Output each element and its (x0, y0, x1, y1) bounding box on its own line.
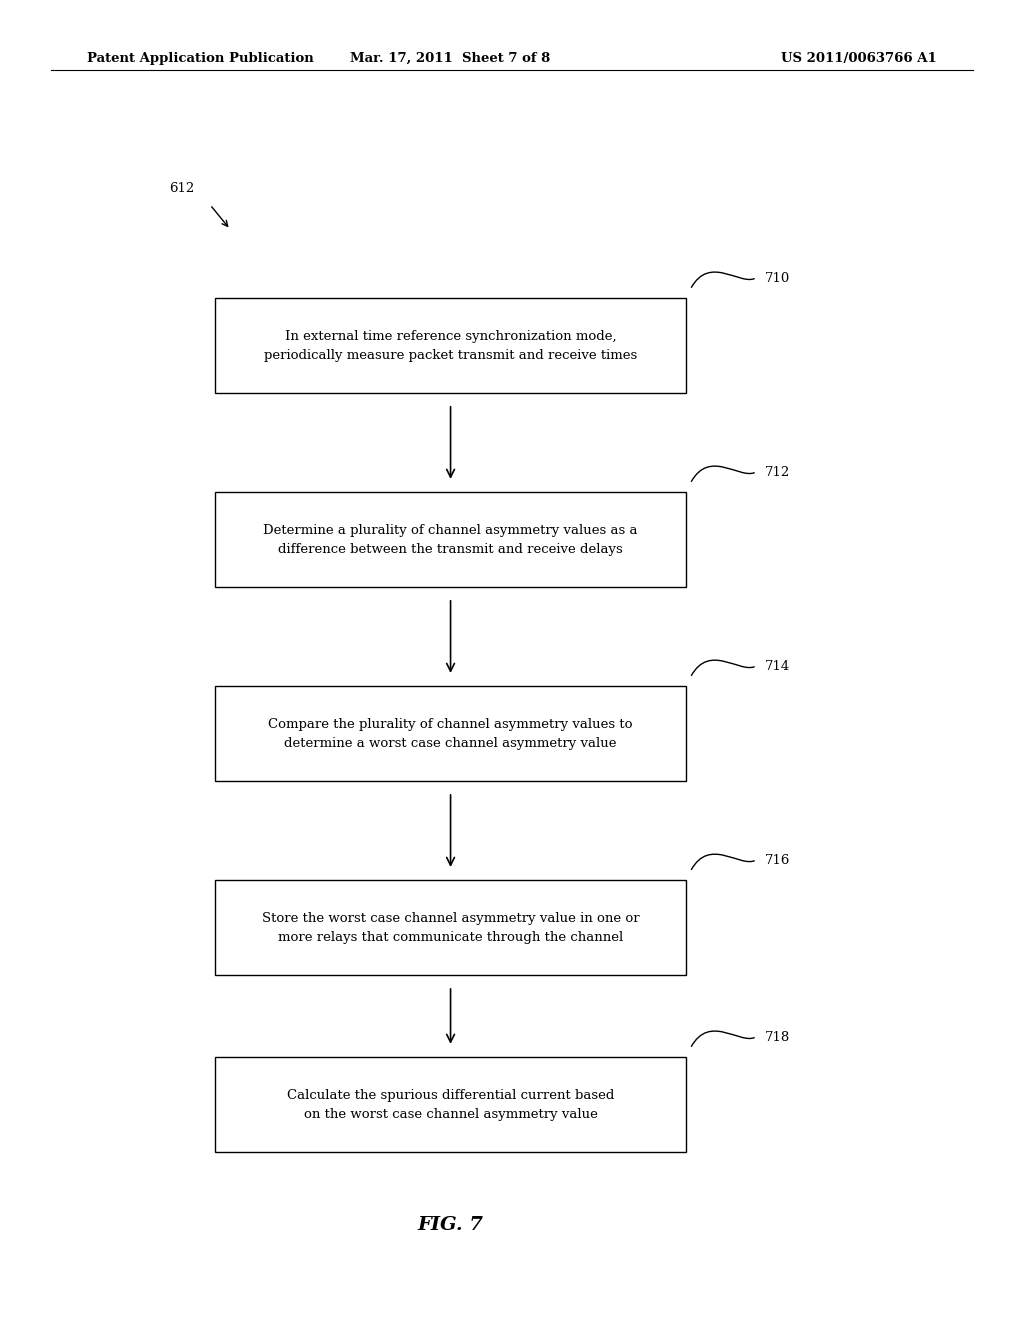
Text: 718: 718 (765, 1031, 791, 1044)
Text: US 2011/0063766 A1: US 2011/0063766 A1 (781, 51, 937, 65)
Text: 710: 710 (765, 272, 791, 285)
Text: FIG. 7: FIG. 7 (418, 1216, 483, 1234)
Text: Mar. 17, 2011  Sheet 7 of 8: Mar. 17, 2011 Sheet 7 of 8 (350, 51, 551, 65)
FancyBboxPatch shape (215, 1057, 686, 1152)
FancyBboxPatch shape (215, 298, 686, 393)
Text: 716: 716 (765, 854, 791, 867)
Text: Patent Application Publication: Patent Application Publication (87, 51, 313, 65)
Text: In external time reference synchronization mode,
periodically measure packet tra: In external time reference synchronizati… (264, 330, 637, 362)
Text: Store the worst case channel asymmetry value in one or
more relays that communic: Store the worst case channel asymmetry v… (262, 912, 639, 944)
Text: 612: 612 (169, 182, 195, 195)
FancyBboxPatch shape (215, 880, 686, 975)
Text: 712: 712 (765, 466, 791, 479)
Text: Calculate the spurious differential current based
on the worst case channel asym: Calculate the spurious differential curr… (287, 1089, 614, 1121)
FancyBboxPatch shape (215, 492, 686, 587)
Text: Determine a plurality of channel asymmetry values as a
difference between the tr: Determine a plurality of channel asymmet… (263, 524, 638, 556)
Text: Compare the plurality of channel asymmetry values to
determine a worst case chan: Compare the plurality of channel asymmet… (268, 718, 633, 750)
Text: 714: 714 (765, 660, 791, 673)
FancyBboxPatch shape (215, 686, 686, 781)
